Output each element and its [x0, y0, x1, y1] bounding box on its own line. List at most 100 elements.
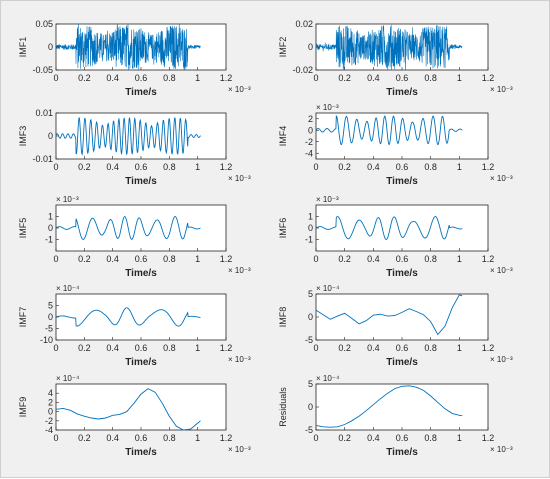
x-tick-label: 1.2 [220, 254, 233, 264]
y-exponent-label: × 10⁻³ [316, 195, 339, 204]
x-tick-label: 0 [53, 254, 58, 264]
x-tick-label: 0.6 [135, 73, 148, 83]
x-tick-label: 1.2 [482, 254, 495, 264]
x-axis-label: Time/s [125, 87, 157, 98]
x-tick-label: 0.6 [135, 433, 148, 443]
x-tick-label: 0 [313, 254, 318, 264]
x-tick-label: 0.6 [135, 162, 148, 172]
x-axis-label: Time/s [386, 447, 418, 458]
x-tick-label: 0.6 [396, 162, 409, 172]
x-exponent-label: × 10⁻³ [490, 355, 513, 364]
y-tick-label: -5 [45, 324, 53, 334]
x-tick-label: 0.2 [338, 343, 351, 353]
x-tick-label: 1 [457, 433, 462, 443]
x-tick-label: 0 [53, 433, 58, 443]
series-line [315, 115, 463, 146]
x-exponent-label: × 10⁻³ [228, 355, 251, 364]
y-tick-label: -1 [305, 235, 313, 245]
x-tick-label: 0.6 [396, 254, 409, 264]
y-tick-label: -5 [305, 425, 313, 435]
y-axis-label: IMF4 [278, 126, 288, 147]
axes-box [55, 383, 227, 431]
x-tick-label: 0.8 [163, 162, 176, 172]
y-tick-label: 0 [308, 223, 313, 233]
x-tick-label: 0.8 [424, 73, 437, 83]
x-tick-label: 0.8 [424, 162, 437, 172]
y-tick-label: -4 [305, 148, 313, 158]
series-line [315, 294, 463, 336]
x-tick-label: 0.4 [367, 433, 380, 443]
y-tick-label: 5 [308, 379, 313, 389]
x-exponent-label: × 10⁻³ [490, 445, 513, 454]
series-line [55, 216, 201, 240]
x-tick-label: 1.2 [220, 73, 233, 83]
y-tick-label: 0 [48, 407, 53, 417]
x-tick-label: 0.6 [135, 254, 148, 264]
x-tick-label: 0.2 [338, 162, 351, 172]
x-tick-label: 0 [53, 73, 58, 83]
y-tick-label: 0.02 [295, 19, 313, 29]
x-tick-label: 0.8 [424, 433, 437, 443]
y-axis-label: Residuals [278, 387, 288, 427]
x-tick-label: 0.2 [338, 254, 351, 264]
x-tick-label: 1.2 [482, 162, 495, 172]
x-axis-label: Time/s [386, 87, 418, 98]
x-tick-label: 1 [457, 254, 462, 264]
x-axis-label: Time/s [386, 268, 418, 279]
axes-box [315, 293, 489, 341]
x-tick-label: 1.2 [482, 433, 495, 443]
y-axis-label: IMF2 [278, 37, 288, 58]
y-tick-label: 0 [48, 223, 53, 233]
x-tick-label: 1.2 [220, 162, 233, 172]
series-line [55, 307, 201, 327]
y-tick-label: -0.05 [32, 65, 53, 75]
x-exponent-label: × 10⁻³ [490, 174, 513, 183]
x-tick-label: 1 [195, 73, 200, 83]
x-tick-label: 0.6 [396, 433, 409, 443]
x-tick-label: 0.4 [106, 73, 119, 83]
x-axis-label: Time/s [125, 447, 157, 458]
y-tick-label: -0.02 [292, 65, 313, 75]
x-tick-label: 0.2 [338, 433, 351, 443]
x-tick-label: 0.4 [106, 433, 119, 443]
y-tick-label: -0.01 [32, 154, 53, 164]
x-tick-label: 1 [195, 162, 200, 172]
x-exponent-label: × 10⁻³ [228, 85, 251, 94]
x-tick-label: 0.2 [78, 162, 91, 172]
series-line [315, 216, 463, 240]
y-tick-label: 0 [48, 131, 53, 141]
x-tick-label: 0 [313, 433, 318, 443]
x-tick-label: 0 [313, 343, 318, 353]
x-tick-label: 0.2 [78, 73, 91, 83]
y-exponent-label: × 10⁻⁴ [316, 284, 340, 293]
y-tick-label: 2 [308, 114, 313, 124]
x-tick-label: 1.2 [482, 343, 495, 353]
y-axis-label: IMF9 [18, 397, 28, 418]
x-axis-label: Time/s [386, 176, 418, 187]
x-tick-label: 0.8 [163, 73, 176, 83]
x-tick-label: 0.4 [106, 162, 119, 172]
x-tick-label: 0 [313, 73, 318, 83]
x-exponent-label: × 10⁻³ [490, 266, 513, 275]
y-tick-label: 0 [308, 312, 313, 322]
series-line [55, 388, 201, 431]
x-axis-label: Time/s [125, 268, 157, 279]
series-line [55, 23, 201, 71]
x-exponent-label: × 10⁻³ [228, 445, 251, 454]
x-tick-label: 0.2 [78, 433, 91, 443]
y-tick-label: 0.05 [35, 19, 53, 29]
x-axis-label: Time/s [125, 357, 157, 368]
x-exponent-label: × 10⁻³ [228, 174, 251, 183]
y-tick-label: 0 [48, 312, 53, 322]
y-tick-label: 1 [308, 212, 313, 222]
x-tick-label: 1 [195, 254, 200, 264]
x-tick-label: 0.6 [396, 343, 409, 353]
x-tick-label: 0 [313, 162, 318, 172]
x-tick-label: 1 [457, 343, 462, 353]
